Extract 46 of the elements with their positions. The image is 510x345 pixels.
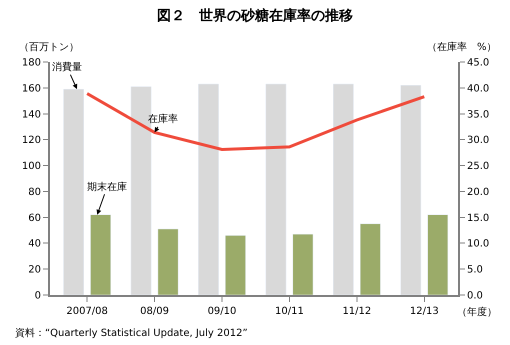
y-tick-label: 60 (28, 212, 41, 224)
y2-tick-label: 20.0 (467, 186, 490, 198)
y-tick-label: 180 (22, 58, 41, 68)
x-tick-label: 2007/08 (66, 306, 108, 317)
x-tick-label: 08/09 (140, 306, 169, 317)
chart-title: 図２ 世界の砂糖在庫率の推移 (157, 7, 353, 24)
y2-tick-label: 40.0 (467, 83, 490, 94)
y-axis-title: （百万トン） (19, 42, 79, 53)
bar (400, 85, 422, 295)
y-tick-label: 80 (28, 186, 41, 198)
y2-tick-label: 5.0 (467, 264, 483, 276)
x-tick-label: 09/10 (208, 306, 236, 317)
bar (292, 234, 314, 295)
bar (360, 224, 381, 295)
line-series (86, 92, 426, 151)
x-axis-title: （年度） (457, 306, 497, 318)
x-tick-label: 10/11 (275, 306, 304, 317)
y2-tick-label: 0.0 (467, 290, 483, 302)
bar (158, 228, 178, 295)
y-tick-label: 0 (34, 290, 41, 302)
bar (90, 214, 111, 295)
bar (198, 84, 219, 295)
bar (266, 84, 286, 295)
x-tick-label: 11/12 (342, 306, 372, 317)
bar (333, 84, 354, 295)
y-tick-label: 20 (28, 264, 41, 276)
y-tick-label: 100 (22, 161, 41, 172)
bar (225, 235, 246, 295)
text: 資料：“Quarterly Statistical Update, July 2012” (15, 327, 248, 339)
y-tick-label: 40 (28, 238, 41, 250)
y2-tick-label: 30.0 (467, 135, 490, 146)
y-tick-label: 160 (22, 83, 41, 94)
series-label: 消費量 (52, 61, 82, 73)
y2-tick-label: 10.0 (467, 238, 490, 250)
series-label: 在庫率 (148, 113, 178, 125)
text: 期末在庫 (87, 181, 127, 193)
y2-tick-label: 35.0 (467, 109, 490, 120)
y2-tick-label: 25.0 (467, 161, 490, 172)
bar (63, 88, 84, 295)
y-tick-label: 120 (22, 135, 41, 146)
y2-tick-label: 45.0 (467, 58, 490, 68)
y-tick-label: 140 (22, 109, 41, 120)
y2-axis-title: （在庫率 %） (427, 41, 497, 53)
bar (427, 214, 448, 295)
x-tick-label: 12/13 (410, 306, 439, 317)
y2-tick-label: 15.0 (467, 212, 490, 224)
